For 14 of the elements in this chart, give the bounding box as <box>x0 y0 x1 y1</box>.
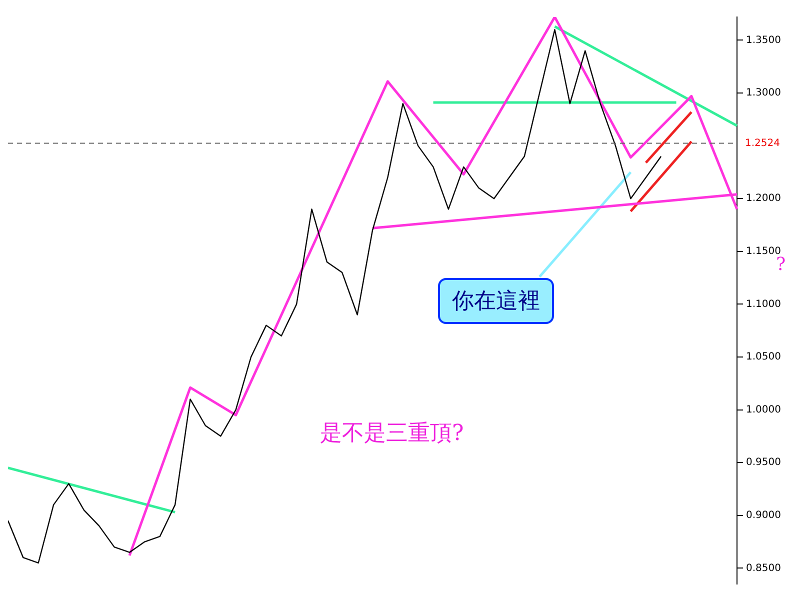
y-tick-label: 0.9000 <box>746 510 782 521</box>
y-tick-label: 1.3000 <box>746 88 782 99</box>
y-tick-label: 1.2000 <box>746 193 782 204</box>
y-tick-label: 1.3500 <box>746 34 782 46</box>
y-tick-label: 1.1000 <box>746 298 782 310</box>
y-tick-label: 1.0000 <box>746 404 782 416</box>
y-tick-label: 1.0500 <box>746 352 782 363</box>
y-tick-label: 0.9500 <box>746 457 782 468</box>
text: ? <box>776 254 786 275</box>
y-tick-label: 0.8500 <box>746 562 782 574</box>
annotation: 是不是三重頂? <box>320 420 464 448</box>
annotation: 你在這裡 <box>438 278 554 324</box>
ref-line-label: 1.2524 <box>745 138 780 149</box>
y-tick-label: 1.1500 <box>746 246 782 257</box>
